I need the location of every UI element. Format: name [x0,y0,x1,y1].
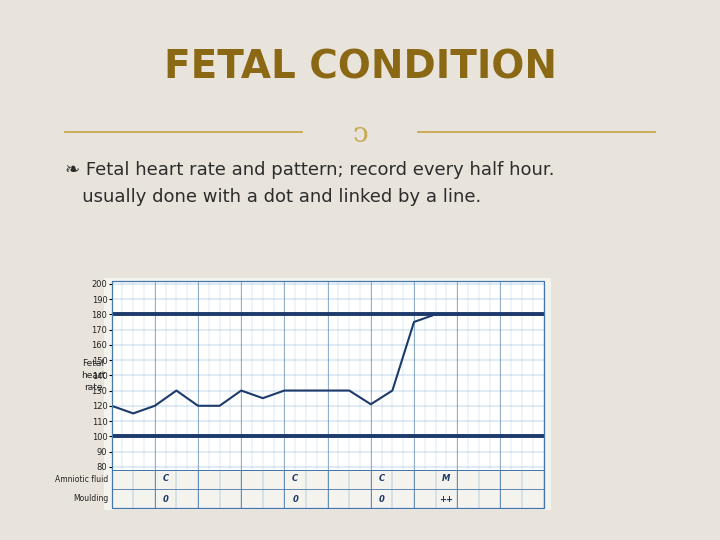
Text: 0: 0 [292,495,298,504]
Text: ++: ++ [439,495,454,504]
Text: Amniotic fluid: Amniotic fluid [55,475,108,484]
Text: 0: 0 [379,495,384,504]
Text: Moulding: Moulding [73,494,108,503]
Text: C: C [379,474,384,483]
Text: ❧ Fetal heart rate and pattern; record every half hour.: ❧ Fetal heart rate and pattern; record e… [65,161,554,179]
Text: FETAL CONDITION: FETAL CONDITION [163,49,557,86]
Text: M: M [442,474,451,483]
Text: C: C [163,474,168,483]
Text: usually done with a dot and linked by a line.: usually done with a dot and linked by a … [65,188,481,206]
Text: 0: 0 [163,495,168,504]
Text: C: C [292,474,298,483]
Text: Fetal
heart
rate: Fetal heart rate [81,359,106,392]
Text: ↄ: ↄ [352,122,368,148]
